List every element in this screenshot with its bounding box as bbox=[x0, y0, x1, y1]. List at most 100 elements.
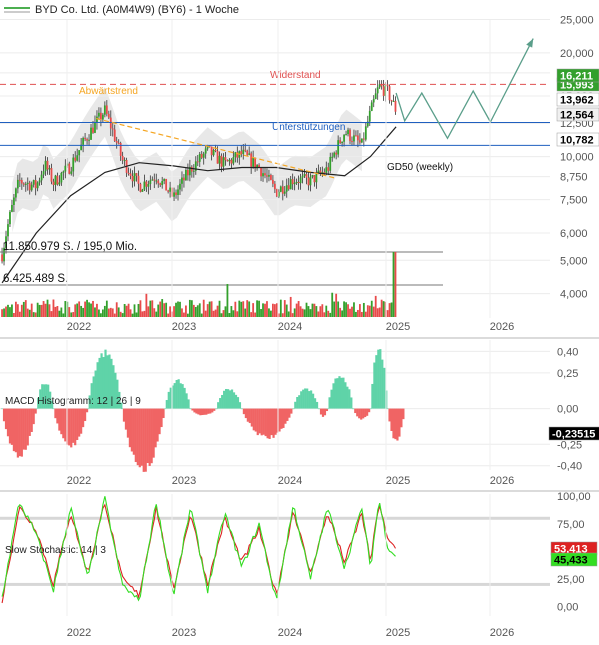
candle-body bbox=[36, 182, 39, 189]
macd-label: MACD Histogramm: 12 | 26 | 9 bbox=[5, 396, 141, 407]
macd-bar bbox=[152, 408, 155, 458]
candle-body bbox=[351, 140, 353, 142]
volume-bar bbox=[38, 304, 41, 317]
macd-bar bbox=[330, 389, 333, 409]
volume-bar bbox=[287, 311, 290, 317]
price-panel bbox=[0, 19, 550, 295]
volume-bar bbox=[5, 306, 7, 317]
macd-bar bbox=[260, 408, 263, 436]
volume-bar bbox=[58, 310, 61, 317]
candle-body bbox=[299, 177, 302, 184]
macd-bar bbox=[92, 376, 95, 409]
candle-body bbox=[281, 186, 284, 194]
macd-bar bbox=[392, 408, 395, 439]
macd-bar bbox=[313, 398, 317, 409]
macd-bar bbox=[306, 388, 309, 409]
macd-bar bbox=[14, 408, 17, 453]
macd-bar bbox=[58, 408, 61, 431]
candle-body bbox=[129, 173, 132, 176]
candle-body bbox=[297, 181, 300, 184]
volume-bar bbox=[153, 308, 156, 317]
candle-body bbox=[258, 164, 260, 168]
candle-body bbox=[16, 179, 19, 189]
badge-price-text: 16,211 bbox=[560, 71, 593, 83]
candle-body bbox=[230, 159, 233, 164]
volume-bar bbox=[240, 301, 243, 317]
volume-bar bbox=[307, 306, 310, 317]
macd-bar bbox=[344, 382, 347, 409]
volume-bar bbox=[88, 302, 90, 317]
volume-bar bbox=[242, 301, 245, 317]
volume-bar bbox=[382, 301, 385, 317]
macd-bar bbox=[209, 408, 212, 414]
candle-body bbox=[190, 166, 193, 172]
volume-bar bbox=[50, 311, 53, 317]
x-tick-label: 2023 bbox=[172, 321, 196, 333]
candle-body bbox=[32, 180, 35, 185]
macd-bar bbox=[80, 408, 83, 434]
stochastic-band bbox=[0, 582, 550, 586]
candle-body bbox=[256, 164, 258, 169]
macd-bar bbox=[41, 384, 44, 409]
macd-bar bbox=[22, 408, 25, 450]
macd-bar bbox=[371, 383, 374, 409]
candle-body bbox=[372, 98, 375, 103]
volume-bar bbox=[224, 306, 227, 317]
candle-body bbox=[26, 182, 29, 184]
volume-bar bbox=[36, 302, 39, 317]
macd-bar bbox=[126, 408, 130, 438]
price-y-tick-label: 8,750 bbox=[560, 172, 588, 184]
candle-body bbox=[153, 179, 156, 181]
candle-body bbox=[252, 157, 255, 167]
candle-body bbox=[147, 184, 150, 187]
volatility-band bbox=[12, 87, 362, 233]
badge-price-text: 10,782 bbox=[560, 135, 594, 147]
candle-body bbox=[165, 178, 168, 191]
volume-bar bbox=[315, 306, 318, 317]
macd-bar bbox=[8, 408, 12, 444]
macd-y-tick-label: -0,40 bbox=[557, 461, 582, 473]
candle-body bbox=[92, 127, 94, 133]
macd-bar bbox=[98, 357, 101, 409]
candle-body bbox=[374, 93, 377, 99]
annotation-resistance: Widerstand bbox=[270, 70, 321, 81]
macd-bar bbox=[336, 378, 339, 409]
volume-bar bbox=[190, 300, 193, 317]
volume-bar bbox=[198, 303, 201, 317]
volume-bar bbox=[372, 306, 375, 317]
macd-bar bbox=[232, 392, 236, 409]
macd-bar bbox=[52, 408, 55, 410]
candle-body bbox=[70, 171, 73, 174]
volume-bar bbox=[254, 312, 257, 317]
macd-bar bbox=[162, 408, 165, 419]
macd-bar bbox=[104, 349, 107, 409]
macd-bar bbox=[32, 408, 35, 425]
candle-body bbox=[145, 181, 148, 187]
candle-body bbox=[151, 179, 154, 181]
candle-body bbox=[181, 177, 183, 184]
volume-bar bbox=[252, 303, 255, 317]
volume-bar bbox=[121, 313, 124, 317]
volume-label-max: 11.850.979 S. / 195,0 Mio. bbox=[3, 241, 137, 253]
candle-body bbox=[224, 157, 227, 161]
candle-body bbox=[133, 173, 136, 182]
annotation-gd50: GD50 (weekly) bbox=[387, 162, 453, 173]
macd-bar bbox=[373, 362, 376, 409]
candle-body bbox=[220, 155, 223, 167]
macd-bar bbox=[163, 408, 166, 410]
macd-bar bbox=[221, 394, 224, 409]
candle-body bbox=[123, 160, 126, 162]
candle-body bbox=[62, 171, 65, 173]
macd-bar bbox=[213, 408, 216, 411]
volume-bar bbox=[84, 301, 86, 317]
volume-bar bbox=[42, 301, 45, 317]
macd-bar bbox=[262, 408, 265, 435]
volume-bar bbox=[188, 299, 191, 317]
macd-bar bbox=[108, 354, 111, 409]
macd-bar bbox=[226, 389, 230, 409]
macd-bar bbox=[240, 408, 244, 410]
volume-bar bbox=[329, 312, 332, 317]
macd-bar bbox=[332, 383, 335, 409]
macd-bar bbox=[187, 399, 190, 409]
macd-bar bbox=[6, 408, 10, 437]
